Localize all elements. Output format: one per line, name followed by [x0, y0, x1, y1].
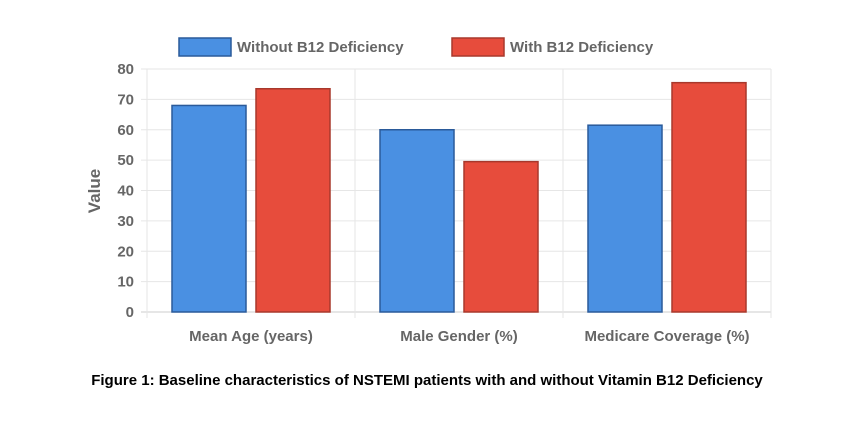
y-tick-label: 70 [117, 91, 134, 108]
x-category-label: Male Gender (%) [400, 328, 518, 345]
bar-with-b12-0 [255, 87, 331, 313]
legend-swatch [178, 37, 232, 57]
bars [171, 81, 747, 313]
y-axis-ticks: 0 10 20 30 40 50 60 70 80 [117, 61, 134, 321]
figure-caption: Figure 1: Baseline characteristics of NS… [91, 372, 763, 389]
x-axis-categories: Mean Age (years) Male Gender (%) Medicare … [189, 328, 749, 345]
bar-with-b12-1 [463, 160, 539, 313]
y-tick-label: 80 [117, 61, 134, 78]
bar-chart: Without B12 Deficiency With B12 Deficienc… [85, 37, 772, 345]
x-category-label: Medicare Coverage (%) [584, 328, 749, 345]
y-tick-label: 0 [126, 304, 134, 321]
bar-without-b12-0 [171, 104, 247, 313]
y-tick-label: 50 [117, 152, 134, 169]
legend-label: Without B12 Deficiency [237, 39, 404, 56]
y-axis-label: Value [85, 169, 104, 213]
y-tick-label: 30 [117, 213, 134, 230]
y-tick-label: 40 [117, 183, 134, 200]
legend: Without B12 Deficiency With B12 Deficienc… [178, 37, 654, 57]
bar-without-b12-2 [587, 124, 663, 313]
y-tick-label: 60 [117, 122, 134, 139]
bar-with-b12-2 [671, 81, 747, 313]
y-tick-label: 10 [117, 274, 134, 291]
bar-without-b12-1 [379, 129, 455, 313]
legend-label: With B12 Deficiency [510, 39, 654, 56]
x-category-label: Mean Age (years) [189, 328, 313, 345]
y-tick-label: 20 [117, 243, 134, 260]
legend-swatch [451, 37, 505, 57]
